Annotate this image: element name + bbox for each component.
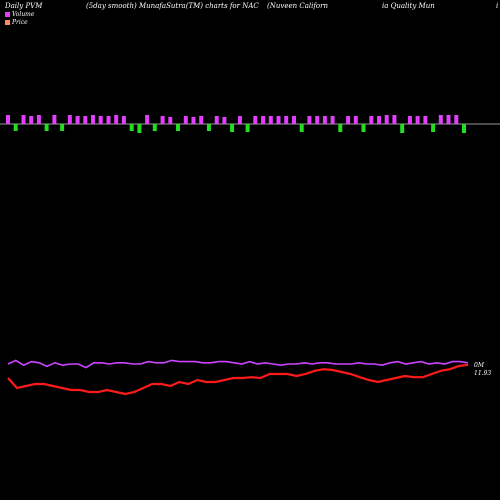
legend-price: Price <box>5 19 28 26</box>
volume-bar <box>222 117 227 124</box>
volume-bar <box>114 115 119 124</box>
volume-bar <box>253 116 258 124</box>
volume-bar <box>106 116 111 124</box>
volume-bar <box>322 116 327 124</box>
volume-bar <box>75 116 80 124</box>
volume-bar <box>44 124 49 131</box>
volume-bar <box>98 116 103 124</box>
volume-bar <box>330 116 335 124</box>
volume-bar <box>52 115 57 124</box>
volume-bar <box>29 116 34 124</box>
volume-bar <box>237 116 242 124</box>
volume-bar <box>183 116 188 124</box>
volume-bar <box>261 116 266 124</box>
volume-bar <box>121 116 126 124</box>
volume-bar <box>315 116 320 124</box>
chart-title: (5day smooth) MunafaSutra(TM) charts for… <box>86 2 259 10</box>
volume-bar <box>361 124 366 132</box>
volume-bar <box>384 115 389 124</box>
volume-bar <box>392 115 397 124</box>
volume-bar <box>431 124 436 132</box>
volume-bar <box>276 116 281 124</box>
legend-price-swatch <box>5 20 10 25</box>
volume-bar <box>160 116 165 124</box>
volume-bar <box>245 124 250 132</box>
volume-bar <box>145 115 150 124</box>
volume-bar <box>446 115 451 124</box>
volume-bar <box>438 115 443 124</box>
legend-volume-swatch <box>5 12 10 17</box>
volume-bar <box>176 124 180 131</box>
volume-bar <box>168 117 173 124</box>
volume-bar <box>284 116 289 124</box>
volume-line <box>7 359 469 369</box>
company-name-part-2: ia Quality Mun <box>382 2 435 10</box>
legend-volume: Volume <box>5 11 34 18</box>
volume-bar <box>230 124 235 132</box>
volume-bar <box>83 116 88 124</box>
volume-bar <box>206 124 211 131</box>
volume-bar <box>214 116 219 124</box>
volume-bar <box>346 116 351 124</box>
volume-bar <box>129 124 134 131</box>
volume-bar <box>338 124 343 132</box>
volume-bar <box>137 124 142 133</box>
volume-bar <box>299 124 304 132</box>
volume-bar <box>462 124 466 133</box>
volume-bar <box>152 124 157 131</box>
volume-bar <box>353 116 358 124</box>
volume-bar <box>91 115 95 124</box>
volume-bar <box>377 116 381 124</box>
company-name-part-3: i <box>496 2 499 10</box>
volume-bar <box>292 116 296 124</box>
volume-bar <box>67 115 72 124</box>
volume-bar <box>13 124 18 131</box>
price-value-label: 11.93 <box>474 370 492 377</box>
volume-bar <box>423 116 428 124</box>
company-name-part-1: (Nuveen Californ <box>267 2 329 10</box>
price-line <box>7 363 469 396</box>
volume-bar <box>268 116 273 124</box>
volume-bar <box>307 116 312 124</box>
volume-bar <box>199 116 204 124</box>
volume-bar <box>415 116 420 124</box>
volume-bar <box>369 116 374 124</box>
volume-bar <box>6 115 10 124</box>
volume-bar <box>21 115 26 124</box>
volume-value-label: 0M <box>474 362 484 369</box>
volume-bar <box>454 115 459 124</box>
volume-bar <box>400 124 405 133</box>
chart-label-left: Daily PVM <box>5 2 43 10</box>
legend-volume-label: Volume <box>12 11 35 18</box>
volume-bar <box>60 124 65 131</box>
volume-bar <box>191 117 196 124</box>
legend-price-label: Price <box>12 19 28 26</box>
volume-bar <box>36 115 41 124</box>
volume-bar <box>407 116 412 124</box>
